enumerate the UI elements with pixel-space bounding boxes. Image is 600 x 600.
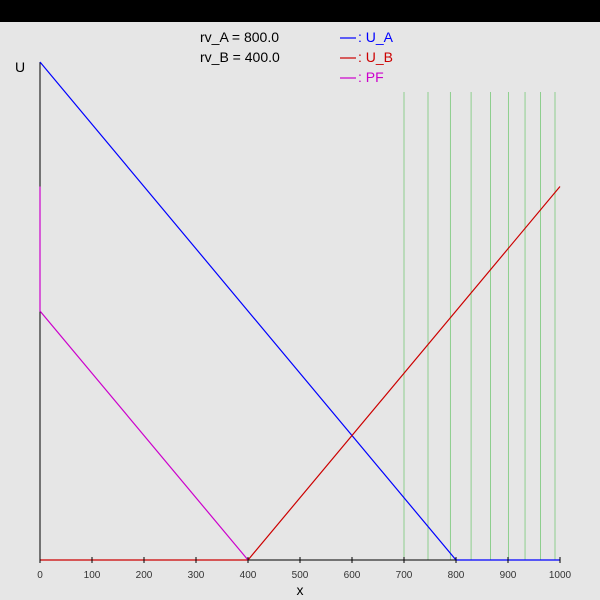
series-pf [39, 186, 249, 561]
legend: : U_A : U_B : PF [340, 29, 394, 85]
x-ticks: 0 100 200 300 400 500 600 700 800 900 1000 [37, 557, 572, 581]
legend-label-u-b: : U_B [358, 49, 393, 65]
legend-label-pf: : PF [358, 69, 384, 85]
x-tick-label-3: 300 [188, 570, 205, 581]
x-tick-label-0: 0 [37, 570, 43, 581]
param-rv-a: rv_A = 800.0 [200, 29, 279, 45]
top-bar [0, 0, 600, 22]
x-tick-label-10: 1000 [549, 570, 572, 581]
green-band [403, 92, 556, 560]
x-tick-label-6: 600 [344, 570, 361, 581]
x-tick-label-1: 100 [84, 570, 101, 581]
y-axis-title: U [15, 59, 25, 75]
series-u-a [39, 61, 560, 561]
param-rv-b: rv_B = 400.0 [200, 49, 280, 65]
x-tick-label-7: 700 [396, 570, 413, 581]
x-tick-label-2: 200 [136, 570, 153, 581]
x-tick-label-8: 800 [448, 570, 465, 581]
x-tick-label-4: 400 [240, 570, 257, 581]
legend-label-u-a: : U_A [358, 29, 394, 45]
x-tick-label-9: 900 [500, 570, 517, 581]
x-tick-label-5: 500 [292, 570, 309, 581]
series-group [39, 61, 561, 561]
x-axis-title: x [297, 582, 304, 598]
